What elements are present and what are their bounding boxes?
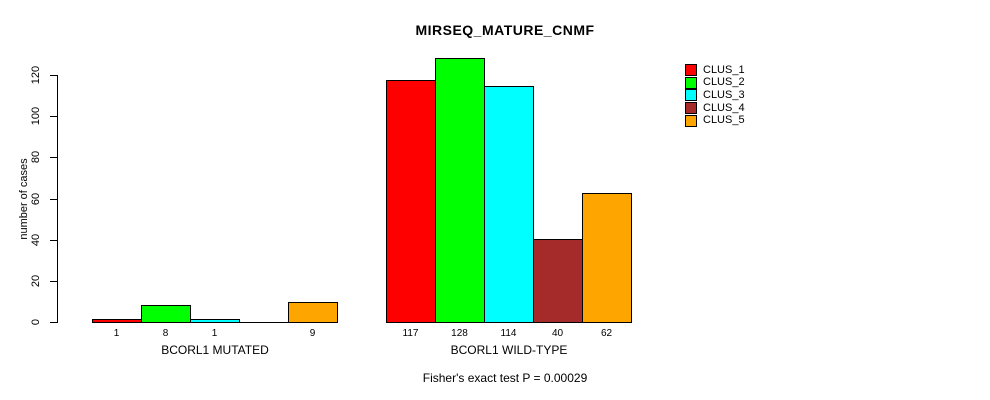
legend-swatch-clus_2 <box>685 76 697 89</box>
bar-clus_3 <box>190 319 240 323</box>
bar-clus_1 <box>92 319 142 323</box>
y-axis-tick <box>50 281 57 282</box>
bar-clus_5 <box>582 193 632 323</box>
y-axis-tick-label: 60 <box>30 192 42 206</box>
chart-title: MIRSEQ_MATURE_CNMF <box>415 22 595 38</box>
legend-row: CLUS_2 <box>685 76 745 89</box>
legend-swatch-clus_3 <box>685 89 697 102</box>
x-group-label: BCORL1 WILD-TYPE <box>450 343 568 357</box>
legend-label: CLUS_5 <box>703 114 745 127</box>
bar-clus_1 <box>386 80 436 323</box>
legend-row: CLUS_3 <box>685 88 745 102</box>
legend-label: CLUS_3 <box>703 88 745 101</box>
legend-label: CLUS_1 <box>703 63 745 76</box>
y-axis-tick-label: 80 <box>30 150 42 164</box>
legend-swatch-clus_1 <box>685 64 697 76</box>
y-axis-tick <box>50 322 57 323</box>
bar-clus_3 <box>484 86 534 323</box>
legend-swatch-clus_4 <box>685 102 697 115</box>
bar-value-label: 9 <box>309 328 316 339</box>
legend-row: CLUS_5 <box>685 114 745 127</box>
bar-value-label: 40 <box>551 328 564 339</box>
legend-label: CLUS_2 <box>703 76 745 89</box>
legend-row: CLUS_4 <box>685 101 745 115</box>
bar-clus_5 <box>288 302 338 323</box>
y-axis-line <box>57 75 58 323</box>
y-axis-tick <box>50 240 57 241</box>
bar-clus_2 <box>141 305 191 323</box>
bar-value-label: 114 <box>500 328 517 339</box>
legend-row: CLUS_1 <box>685 64 745 76</box>
y-axis-tick-label: 40 <box>30 233 42 247</box>
bar-value-label: 62 <box>600 328 613 339</box>
y-axis-tick-label: 20 <box>30 274 42 288</box>
bar-value-label: 128 <box>451 328 468 339</box>
y-axis-tick <box>50 75 57 76</box>
y-axis-tick-label: 100 <box>30 106 42 126</box>
bar-clus_4 <box>533 239 583 323</box>
legend-swatch-clus_5 <box>685 114 697 127</box>
legend-label: CLUS_4 <box>703 101 745 114</box>
legend: CLUS_1 CLUS_2 CLUS_3 CLUS_4 CLUS_5 <box>685 64 745 127</box>
y-axis-tick-label: 120 <box>30 65 42 85</box>
bar-clus_2 <box>435 58 485 323</box>
y-axis-tick-label: 0 <box>30 318 42 326</box>
x-group-label: BCORL1 MUTATED <box>161 343 269 357</box>
bar-zero-clus_4 <box>239 322 289 323</box>
bar-value-label: 117 <box>402 328 419 339</box>
bar-value-label: 1 <box>113 328 120 339</box>
y-axis-tick <box>50 199 57 200</box>
bar-value-label: 1 <box>211 328 218 339</box>
y-axis-tick <box>50 157 57 158</box>
fisher-test-annotation: Fisher's exact test P = 0.00029 <box>422 371 588 385</box>
y-axis-title: number of cases <box>18 158 30 240</box>
y-axis-tick <box>50 116 57 117</box>
bar-value-label: 8 <box>162 328 169 339</box>
